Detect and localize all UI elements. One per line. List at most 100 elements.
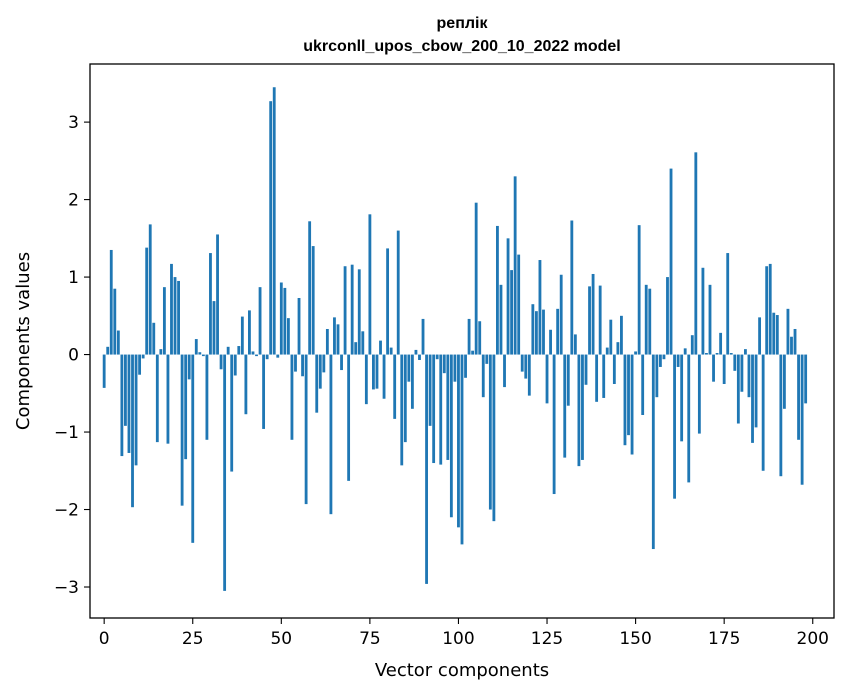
- bar-116: [513, 176, 517, 355]
- bar-102: [464, 354, 467, 378]
- y-tick-label-0: 0: [68, 346, 79, 366]
- bar-177: [729, 353, 733, 355]
- bar-32: [216, 234, 219, 355]
- bar-57: [304, 354, 308, 505]
- bar-145: [616, 342, 620, 355]
- bar-158: [662, 354, 666, 360]
- bar-31: [212, 301, 216, 355]
- bar-180: [740, 354, 744, 392]
- bar-41: [248, 310, 251, 355]
- bar-97: [446, 354, 450, 460]
- bar-68: [343, 266, 347, 355]
- bar-183: [751, 354, 754, 443]
- x-tick-label-75: 75: [359, 629, 381, 649]
- bar-194: [790, 336, 793, 355]
- bar-56: [301, 354, 304, 377]
- bar-184: [754, 354, 758, 428]
- bar-72: [357, 269, 361, 355]
- bar-1: [106, 346, 110, 355]
- bar-58: [308, 221, 312, 355]
- bar-96: [442, 354, 446, 374]
- bar-24: [187, 354, 191, 380]
- bar-89: [418, 354, 421, 360]
- y-axis-label: Components values: [13, 252, 34, 430]
- bar-113: [503, 354, 506, 388]
- bar-70: [350, 264, 354, 355]
- bar-129: [559, 274, 563, 355]
- y-tick-label-3: 3: [68, 113, 79, 133]
- bar-162: [676, 354, 680, 367]
- bar-74: [364, 354, 368, 405]
- bar-52: [286, 318, 290, 355]
- bar-160: [669, 168, 673, 355]
- bar-163: [680, 354, 684, 442]
- x-tick-label-100: 100: [442, 629, 474, 649]
- bar-9: [134, 354, 138, 466]
- bar-40: [244, 354, 248, 415]
- bar-167: [694, 152, 698, 355]
- bar-93: [432, 354, 436, 464]
- bar-144: [612, 354, 616, 384]
- bar-11: [141, 354, 145, 359]
- bar-131: [566, 354, 570, 406]
- bar-36: [230, 354, 234, 472]
- bar-79: [382, 354, 386, 399]
- bar-182: [747, 354, 751, 398]
- bar-8: [131, 354, 134, 508]
- bar-92: [428, 354, 432, 426]
- bar-0: [102, 354, 106, 388]
- bar-181: [744, 349, 747, 355]
- bar-179: [736, 354, 740, 424]
- bar-110: [492, 354, 496, 522]
- bar-30: [209, 253, 212, 355]
- bar-20: [173, 277, 177, 355]
- x-tick-label-50: 50: [270, 629, 292, 649]
- bar-49: [276, 354, 280, 358]
- bar-112: [499, 284, 503, 355]
- y-axis-ticks: −3 −2 −1 0 1 2 3: [54, 113, 90, 598]
- bar-123: [538, 260, 542, 355]
- bar-142: [605, 347, 609, 355]
- bar-137: [588, 286, 591, 355]
- bar-168: [697, 354, 701, 434]
- bar-33: [219, 354, 223, 370]
- bar-35: [226, 346, 230, 355]
- bar-21: [177, 280, 180, 355]
- bar-190: [775, 315, 779, 355]
- bar-130: [563, 354, 567, 458]
- bar-10: [138, 354, 142, 375]
- bar-76: [372, 354, 375, 390]
- bar-175: [722, 354, 726, 384]
- bar-124: [542, 309, 545, 355]
- bar-140: [598, 285, 602, 355]
- bar-185: [758, 317, 762, 355]
- bar-91: [425, 354, 428, 584]
- bar-87: [410, 354, 414, 409]
- bar-174: [719, 332, 723, 355]
- bar-51: [283, 287, 287, 355]
- bar-54: [294, 354, 297, 372]
- bar-82: [393, 354, 397, 419]
- bar-55: [297, 298, 301, 355]
- bar-104: [471, 350, 475, 355]
- bar-85: [403, 354, 407, 443]
- bar-7: [127, 354, 131, 453]
- bar-22: [180, 354, 184, 506]
- bar-195: [793, 328, 797, 355]
- bar-25: [191, 354, 195, 543]
- bar-152: [641, 354, 645, 415]
- bar-169: [701, 267, 705, 355]
- bar-19: [170, 263, 173, 355]
- bar-26: [194, 339, 198, 355]
- bar-78: [379, 340, 382, 355]
- bar-176: [726, 253, 730, 355]
- bar-34: [223, 354, 227, 591]
- bar-94: [435, 354, 439, 360]
- bar-126: [549, 329, 552, 355]
- bar-101: [460, 354, 464, 545]
- bar-198: [804, 354, 808, 404]
- bar-62: [322, 354, 326, 373]
- bar-37: [233, 354, 237, 376]
- bar-149: [630, 354, 634, 455]
- x-axis-label: Vector components: [375, 660, 549, 681]
